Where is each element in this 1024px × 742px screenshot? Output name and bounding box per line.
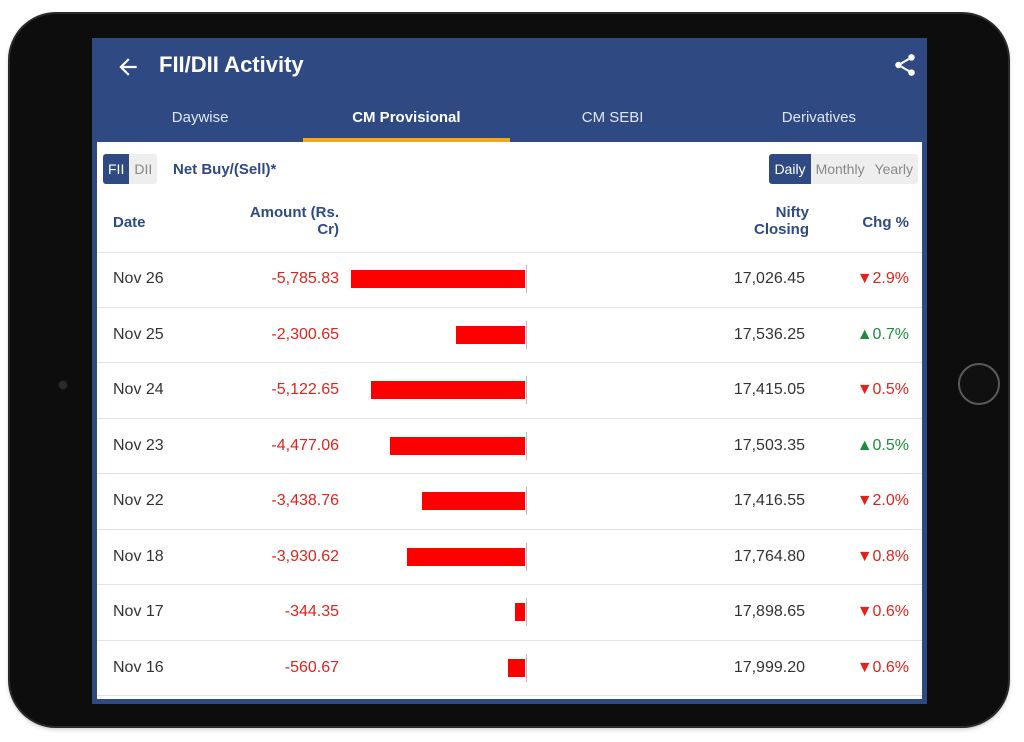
monthly-toggle[interactable]: Monthly xyxy=(815,161,865,177)
table-row[interactable]: Nov 17 -344.35 17,898.65 ▼0.6% xyxy=(97,585,922,641)
date-cell: Nov 23 xyxy=(113,436,164,454)
date-cell: Nov 25 xyxy=(113,325,164,343)
amount-cell: -2,300.65 xyxy=(271,325,339,343)
bar-axis xyxy=(526,431,527,460)
chg-cell: ▼2.9% xyxy=(856,270,909,287)
filter-row: FII DII Net Buy/(Sell)* Daily Monthly Ye… xyxy=(97,142,922,188)
fii-toggle[interactable]: FII xyxy=(103,154,130,184)
amount-cell: -5,785.83 xyxy=(271,270,339,287)
table-row[interactable]: Nov 25 -2,300.65 17,536.25 ▲0.7% xyxy=(97,308,922,363)
chg-cell: ▼0.6% xyxy=(856,658,909,676)
nifty-header-line2: Closing xyxy=(754,221,809,238)
camera-icon xyxy=(58,380,68,390)
date-cell: Nov 16 xyxy=(113,658,164,676)
bar-area xyxy=(351,376,527,404)
home-button[interactable] xyxy=(958,363,1000,405)
bar-axis xyxy=(526,376,527,404)
bar-area xyxy=(351,487,527,515)
nifty-cell: 17,536.25 xyxy=(733,325,805,343)
amount-cell: -4,477.06 xyxy=(271,436,339,454)
net-buy-sell-label: Net Buy/(Sell)* xyxy=(173,161,277,178)
amount-header-line2: Cr) xyxy=(317,221,339,238)
amount-bar xyxy=(351,270,525,288)
chg-cell: ▼0.6% xyxy=(856,603,909,620)
chg-cell: ▼2.0% xyxy=(856,492,909,509)
tab-daywise[interactable]: Daywise xyxy=(171,109,229,126)
tab-bar: Daywise CM Provisional CM SEBI Derivativ… xyxy=(97,98,922,142)
tab-cm-provisional[interactable]: CM Provisional xyxy=(303,98,510,142)
table-row[interactable]: Nov 16 -560.67 17,999.20 ▼0.6% xyxy=(97,641,922,696)
date-cell: Nov 26 xyxy=(113,270,164,287)
bar-area xyxy=(351,653,527,682)
table-header: Date Amount (Rs. Cr) Nifty Closing Chg % xyxy=(97,196,922,253)
date-cell: Nov 17 xyxy=(113,603,164,620)
amount-bar xyxy=(455,325,525,344)
activity-table: Nov 26 -5,785.83 17,026.45 ▼2.9% Nov 25 … xyxy=(97,252,922,696)
amount-cell: -560.67 xyxy=(284,658,339,676)
amount-cell: -5,122.65 xyxy=(271,381,339,398)
dii-toggle[interactable]: DII xyxy=(134,161,153,177)
table-row[interactable]: Nov 18 -3,930.62 17,764.80 ▼0.8% xyxy=(97,530,922,585)
table-row[interactable]: Nov 23 -4,477.06 17,503.35 ▲0.5% xyxy=(97,419,922,474)
amount-cell: -3,930.62 xyxy=(271,547,339,565)
nifty-cell: 17,416.55 xyxy=(733,492,805,509)
nifty-header-line1: Nifty xyxy=(775,204,809,221)
amount-bar xyxy=(390,436,525,455)
table-row[interactable]: Nov 22 -3,438.76 17,416.55 ▼2.0% xyxy=(97,474,922,530)
amount-bar xyxy=(508,658,525,677)
amount-cell: -3,438.76 xyxy=(271,492,339,509)
page-title: FII/DII Activity xyxy=(159,52,304,77)
chg-cell: ▲0.5% xyxy=(856,436,909,454)
amount-bar xyxy=(406,547,525,566)
bar-area xyxy=(351,542,527,571)
nifty-header[interactable]: Nifty Closing xyxy=(707,204,809,238)
tab-cm-sebi[interactable]: CM SEBI xyxy=(581,109,644,126)
table-row[interactable]: Nov 24 -5,122.65 17,415.05 ▼0.5% xyxy=(97,363,922,419)
chg-cell: ▼0.8% xyxy=(856,547,909,565)
date-header[interactable]: Date xyxy=(113,214,146,231)
bar-area xyxy=(351,598,527,626)
amount-header[interactable]: Amount (Rs. Cr) xyxy=(237,204,339,238)
bar-area xyxy=(351,431,527,460)
daily-toggle[interactable]: Daily xyxy=(769,154,811,184)
amount-bar xyxy=(514,603,525,621)
nifty-cell: 17,898.65 xyxy=(733,603,805,620)
nifty-cell: 17,026.45 xyxy=(733,270,805,287)
nifty-cell: 17,503.35 xyxy=(733,436,805,454)
nifty-cell: 17,764.80 xyxy=(733,547,805,565)
bar-area xyxy=(351,265,527,293)
table-row[interactable]: Nov 26 -5,785.83 17,026.45 ▼2.9% xyxy=(97,252,922,308)
nifty-cell: 17,415.05 xyxy=(733,381,805,398)
date-cell: Nov 22 xyxy=(113,492,164,509)
bar-area xyxy=(351,320,527,349)
arrow-left-icon[interactable] xyxy=(115,54,141,80)
bar-axis xyxy=(526,320,527,349)
period-toggle: Daily Monthly Yearly xyxy=(769,154,918,184)
app-header: FII/DII Activity Daywise CM Provisional … xyxy=(97,38,922,142)
chg-cell: ▲0.7% xyxy=(856,325,909,343)
bar-axis xyxy=(526,542,527,571)
amount-cell: -344.35 xyxy=(284,603,339,620)
bar-axis xyxy=(526,265,527,293)
app-screen: FII/DII Activity Daywise CM Provisional … xyxy=(92,38,927,704)
chg-header[interactable]: Chg % xyxy=(862,214,909,231)
date-cell: Nov 24 xyxy=(113,381,164,398)
share-icon[interactable] xyxy=(892,52,918,78)
yearly-toggle[interactable]: Yearly xyxy=(874,161,913,177)
type-toggle: FII DII xyxy=(103,154,158,184)
chg-cell: ▼0.5% xyxy=(856,381,909,398)
amount-bar xyxy=(370,381,525,399)
bar-axis xyxy=(526,653,527,682)
bar-axis xyxy=(526,598,527,626)
amount-header-line1: Amount (Rs. xyxy=(249,204,339,221)
date-cell: Nov 18 xyxy=(113,547,164,565)
tab-derivatives[interactable]: Derivatives xyxy=(781,109,856,126)
nifty-cell: 17,999.20 xyxy=(733,658,805,676)
amount-bar xyxy=(421,492,525,510)
bar-axis xyxy=(526,487,527,515)
